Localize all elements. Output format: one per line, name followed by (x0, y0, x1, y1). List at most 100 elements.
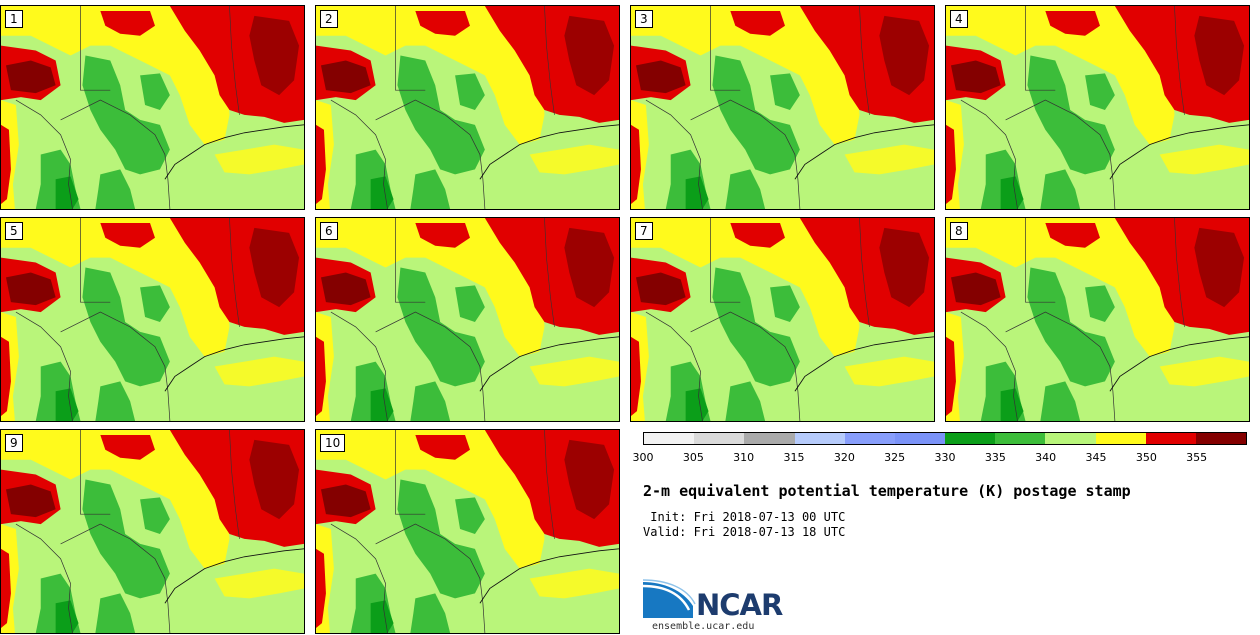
red-north-patch (1045, 222, 1100, 248)
darkgreen-south (55, 388, 79, 421)
map-field (631, 6, 934, 209)
yellow-gulf (529, 144, 619, 175)
darkred-west (5, 484, 56, 518)
green-central (397, 55, 485, 175)
plot-title: 2-m equivalent potential temperature (K)… (643, 482, 1131, 500)
colorbar-ticks: 300 305 310 315 320 325 330 335 340 345 350 355 (633, 451, 1247, 465)
inner-border (1005, 311, 1116, 421)
inner-border (690, 99, 801, 209)
state-border (1025, 218, 1056, 303)
ensemble-member-panel-8: 8 (945, 217, 1250, 422)
member-label: 4 (950, 10, 968, 28)
red-southwest (946, 336, 956, 417)
rio-grande-border (330, 523, 388, 633)
green-central (712, 55, 800, 175)
colorbar-segment (1195, 433, 1247, 444)
darkgreen-south (1000, 176, 1024, 209)
ensemble-member-panel-1: 1 (0, 5, 305, 210)
map-field (316, 6, 619, 209)
darkgreen-south (685, 176, 709, 209)
darkgreen-south (685, 388, 709, 421)
green-central (1027, 55, 1115, 175)
darkred-northeast (879, 15, 930, 96)
darkgreen-south (370, 600, 394, 633)
green-central-north (455, 497, 485, 534)
darkred-west (950, 272, 1001, 306)
inner-border (690, 311, 801, 421)
darkred-northeast (249, 227, 300, 308)
yellow-gulf (214, 568, 304, 599)
darkgreen-south (370, 176, 394, 209)
member-label: 1 (5, 10, 23, 28)
darkred-west (950, 60, 1001, 94)
state-border (395, 430, 426, 515)
colorbar-tick-label: 345 (1085, 451, 1107, 464)
red-southwest (1, 124, 11, 205)
red-north-patch (100, 434, 155, 460)
rio-grande-border (15, 99, 73, 209)
inner-border (1005, 99, 1116, 209)
yellow-gulf (844, 144, 934, 175)
rio-grande-border (645, 311, 703, 421)
colorbar-tick-label: 325 (884, 451, 906, 464)
red-north-patch (730, 10, 785, 36)
green-south (95, 381, 136, 421)
valid-time: Valid: Fri 2018-07-13 18 UTC (643, 525, 846, 539)
green-central-north (455, 285, 485, 322)
colorbar-tick-label: 320 (833, 451, 855, 464)
colorbar-segment (945, 433, 996, 444)
state-border-east (229, 430, 240, 539)
state-border (710, 218, 741, 303)
red-southwest (1, 336, 11, 417)
colorbar-segment (844, 433, 895, 444)
colorbar-segment (995, 433, 1046, 444)
green-central-north (770, 285, 800, 322)
rio-grande-border (15, 311, 73, 421)
red-north-patch (415, 434, 470, 460)
yellow-north (1, 6, 230, 145)
green-central-north (455, 73, 485, 110)
ensemble-member-panel-10: 10 (315, 429, 620, 634)
darkred-west (320, 272, 371, 306)
gulf-coastline (479, 548, 619, 604)
state-border-east (544, 430, 555, 539)
inner-border (60, 311, 171, 421)
map-field (1, 6, 304, 209)
member-label: 3 (635, 10, 653, 28)
red-north-patch (1045, 10, 1100, 36)
gulf-coastline (1109, 124, 1249, 180)
green-south (410, 381, 451, 421)
state-border (80, 218, 111, 303)
ensemble-member-panel-2: 2 (315, 5, 620, 210)
red-southwest (631, 124, 641, 205)
colorbar-segment (644, 433, 695, 444)
gulf-coastline (794, 124, 934, 180)
green-central-north (140, 497, 170, 534)
inner-border (375, 523, 486, 633)
member-label: 2 (320, 10, 338, 28)
green-south (725, 381, 766, 421)
state-border (80, 430, 111, 515)
darkred-northeast (879, 227, 930, 308)
gulf-coastline (479, 124, 619, 180)
yellow-north (631, 218, 860, 357)
website-url: ensemble.ucar.edu (652, 621, 755, 632)
green-central-north (140, 73, 170, 110)
map-field (946, 218, 1249, 421)
green-central-north (1085, 73, 1115, 110)
yellow-north (1, 430, 230, 569)
rio-grande-border (330, 99, 388, 209)
green-central (82, 55, 170, 175)
darkred-northeast (1194, 15, 1245, 96)
member-label: 8 (950, 222, 968, 240)
yellow-north (316, 430, 545, 569)
yellow-gulf (214, 356, 304, 387)
green-south (410, 593, 451, 633)
darkred-west (5, 60, 56, 94)
green-south (1040, 169, 1081, 209)
green-central-north (770, 73, 800, 110)
yellow-north (316, 6, 545, 145)
colorbar-tick-label: 315 (783, 451, 805, 464)
red-southwest (316, 548, 326, 629)
colorbar-tick-label: 310 (733, 451, 755, 464)
